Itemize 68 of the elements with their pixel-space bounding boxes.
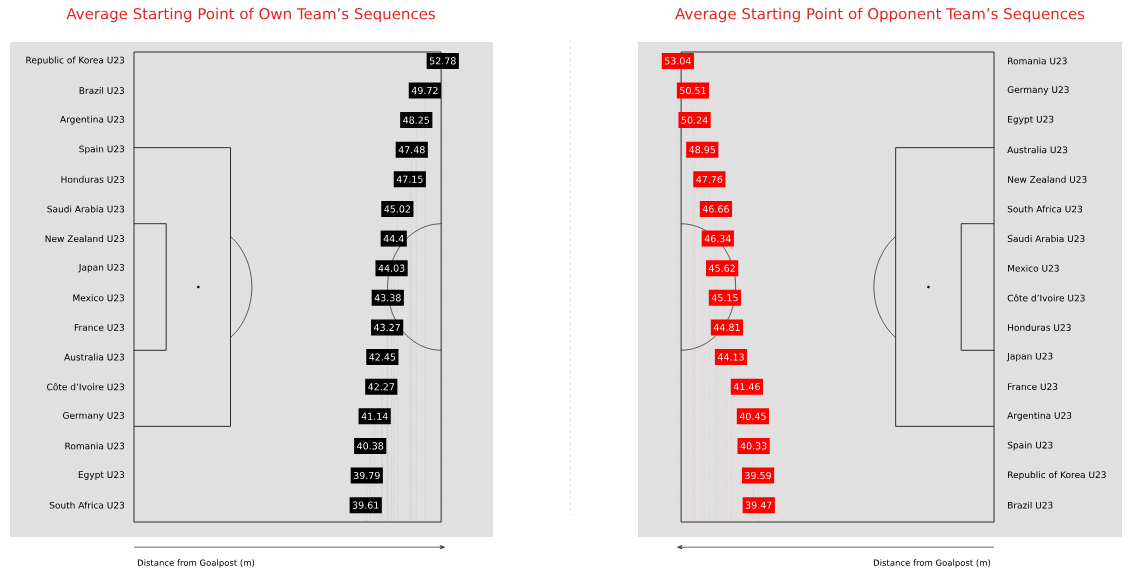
text: Average Starting Point of Opponent Team’s Sequences [675, 7, 1085, 23]
data-label: 44.81 [713, 323, 740, 332]
category-label: Japan U23 [78, 263, 125, 273]
category-label: Australia U23 [64, 353, 125, 361]
data-label: 41.14 [361, 412, 388, 420]
data-label: 52.78 [429, 57, 456, 65]
category-label: New Zealand U23 [45, 235, 125, 243]
category-label: Germany U23 [1007, 86, 1069, 95]
category-label: Japan U23 [1006, 352, 1053, 362]
data-label: 42.27 [368, 383, 395, 391]
category-label: New Zealand U23 [1008, 175, 1087, 183]
category-label: Saudi Arabia U23 [1007, 235, 1085, 243]
category-label: South Africa U23 [1007, 205, 1083, 213]
category-label: Honduras U23 [61, 175, 125, 183]
data-label: 44.13 [717, 353, 744, 361]
data-label: 48.25 [403, 116, 430, 124]
category-label: Germany U23 [63, 412, 125, 421]
category-label: South Africa U23 [49, 501, 125, 509]
data-label: 40.33 [740, 442, 767, 450]
data-label: 48.95 [689, 146, 716, 154]
data-label: 43.27 [374, 323, 400, 332]
data-label: 39.47 [745, 501, 772, 509]
category-label: Honduras U23 [1008, 323, 1071, 331]
data-label: 47.48 [398, 146, 425, 154]
data-label: 46.66 [702, 205, 729, 213]
data-label: 53.04 [665, 57, 691, 65]
text: Distance from Goalpost (m) [873, 559, 991, 568]
data-label: 42.45 [369, 353, 396, 361]
category-label: Mexico U23 [73, 294, 125, 302]
category-label: Egypt U23 [78, 471, 125, 480]
data-label: 44.03 [378, 264, 405, 272]
data-label: 40.38 [357, 442, 384, 450]
category-label: Republic of Korea U23 [1008, 471, 1106, 480]
category-label: Brazil U23 [1008, 501, 1053, 509]
data-label: 39.79 [353, 471, 380, 480]
data-label: 39.59 [745, 471, 771, 480]
category-label: Spain U23 [1007, 441, 1053, 451]
data-label: 40.45 [739, 412, 766, 420]
category-label: France U23 [74, 324, 125, 331]
category-label: Romania U23 [1008, 57, 1067, 65]
category-label: Romania U23 [65, 442, 125, 450]
data-label: 39.61 [352, 501, 379, 509]
data-label: 41.46 [733, 383, 760, 391]
data-label: 45.02 [384, 205, 411, 213]
category-label: France U23 [1008, 383, 1058, 391]
category-label: Spain U23 [79, 145, 125, 155]
text: Average Starting Point of Own Team’s Sequences [66, 7, 435, 23]
data-label: 45.62 [708, 264, 735, 272]
category-label: Saudi Arabia U23 [47, 205, 125, 213]
data-label: 50.51 [680, 86, 706, 95]
data-label: 47.15 [396, 175, 423, 183]
data-label: 45.15 [711, 294, 738, 302]
data-label: 46.34 [704, 234, 731, 243]
text: Distance from Goalpost (m) [137, 559, 255, 568]
category-label: Argentina U23 [1007, 411, 1072, 421]
category-label: Côte d’Ivoire U23 [1007, 294, 1085, 302]
category-label: Australia U23 [1007, 146, 1068, 154]
data-label: 50.24 [681, 116, 708, 124]
data-label: 44.4 [383, 235, 404, 243]
category-label: Brazil U23 [79, 87, 125, 94]
category-label: Egypt U23 [1008, 115, 1054, 125]
category-label: Republic of Korea U23 [26, 56, 125, 66]
data-label: 47.76 [696, 175, 723, 183]
category-label: Argentina U23 [60, 115, 125, 125]
data-label: 43.38 [374, 294, 401, 302]
category-label: Côte d’Ivoire U23 [47, 383, 125, 391]
data-label: 49.72 [411, 86, 438, 95]
category-label: Mexico U23 [1008, 264, 1059, 272]
